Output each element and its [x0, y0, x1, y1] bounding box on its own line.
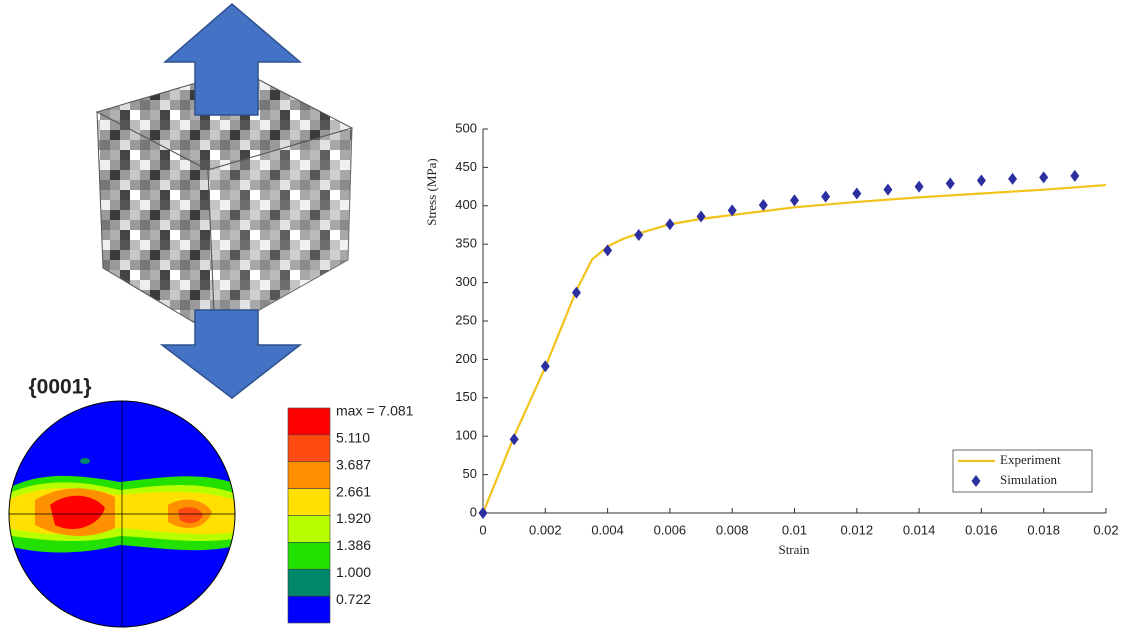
colorbar-cell: [287, 515, 331, 543]
y-tick-label: 350: [455, 236, 477, 251]
arrow-down: [159, 309, 303, 399]
simulation-point: [976, 174, 986, 187]
simulation-point: [852, 187, 862, 200]
pole-figure-outline: [8, 400, 236, 628]
y-tick-label: 100: [455, 428, 477, 443]
simulation-point: [1070, 169, 1080, 182]
y-tick-label: 150: [455, 389, 477, 404]
y-tick-label: 50: [463, 466, 477, 481]
simulation-point: [1039, 171, 1049, 184]
simulation-point: [758, 199, 768, 212]
simulation-point: [945, 177, 955, 190]
x-tick-label: 0.016: [965, 522, 998, 537]
colorbar-label: 1.000: [336, 564, 371, 580]
y-tick-label: 250: [455, 312, 477, 327]
y-tick-label: 300: [455, 274, 477, 289]
y-tick-label: 500: [455, 120, 477, 135]
simulation-point: [540, 360, 550, 373]
colorbar-cell: [287, 461, 331, 489]
pole-figure: [9, 401, 235, 627]
arrow-up: [162, 3, 303, 116]
microstructure-cube: [95, 69, 354, 336]
pole-figure-title: {0001}: [28, 376, 91, 399]
colorbar-label: 5.110: [336, 430, 370, 446]
simulation-point: [727, 204, 737, 217]
x-axis-label: Strain: [778, 542, 810, 557]
chart: Stress (MPa) Strain 0 50 100 150 200 250 300 35…: [424, 120, 1119, 557]
simulation-point: [1008, 172, 1018, 185]
x-tick-label: 0.02: [1093, 522, 1118, 537]
x-tick-label: 0.006: [654, 522, 687, 537]
simulation-point: [509, 433, 519, 446]
y-tick-label: 0: [470, 504, 477, 519]
simulation-point: [478, 507, 488, 519]
colorbar-label: 3.687: [336, 456, 371, 472]
x-tick-label: 0: [479, 522, 486, 537]
colorbar-label: 1.386: [336, 537, 371, 553]
colorbar-label: 2.661: [336, 483, 371, 499]
legend-swatch: [971, 475, 981, 487]
legend-label: Experiment: [1000, 452, 1061, 467]
y-tick-label: 450: [455, 159, 477, 174]
simulation-point: [665, 218, 675, 231]
simulation-point: [790, 194, 799, 207]
colorbar-cell: [287, 542, 331, 570]
simulation-point: [821, 190, 831, 203]
simulation-point: [634, 228, 644, 241]
colorbar-cell: [287, 488, 331, 516]
colorbar-cell: [287, 434, 331, 463]
colorbar-cell: [287, 568, 331, 597]
x-tick-label: 0.012: [841, 522, 874, 537]
colorbar-label: 0.722: [336, 591, 371, 607]
colorbar-label: max = 7.081: [336, 403, 414, 419]
x-tick-label: 0.018: [1027, 522, 1060, 537]
legend-label: Simulation: [1000, 472, 1058, 487]
x-tick-label: 0.008: [716, 522, 749, 537]
simulation-point: [571, 286, 581, 299]
simulation-point: [883, 183, 893, 196]
simulation-point: [914, 180, 924, 193]
x-tick-label: 0.002: [529, 522, 562, 537]
colorbar-cell: [287, 407, 331, 436]
y-axis-label: Stress (MPa): [424, 158, 439, 226]
y-tick-label: 400: [455, 197, 477, 212]
colorbar-cell: [287, 595, 331, 624]
colorbar-label: 1.920: [336, 510, 371, 526]
x-tick-label: 0.01: [782, 522, 807, 537]
x-tick-label: 0.004: [591, 522, 624, 537]
simulation-point: [603, 244, 613, 257]
simulation-point: [696, 210, 706, 223]
y-tick-label: 200: [455, 351, 477, 366]
colorbar: max = 7.081 5.110 3.687 2.661 1.920 1.386 1.00…: [287, 403, 414, 624]
x-tick-label: 0.014: [903, 522, 936, 537]
